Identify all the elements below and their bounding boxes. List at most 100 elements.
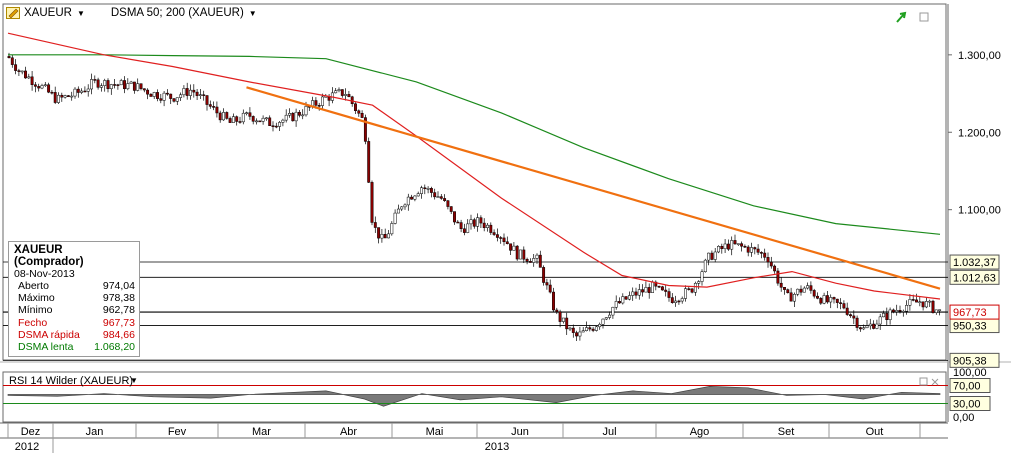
candle-body (670, 297, 674, 303)
level-label-box (949, 254, 1000, 270)
candle-body (657, 285, 661, 288)
candle-body (575, 332, 579, 337)
candle-body (868, 323, 872, 327)
candle-body (96, 79, 100, 88)
ohlc-row: Fecho 967,73 (14, 317, 135, 329)
current-price-box (949, 304, 1000, 320)
ohlc-row-label: DSMA lenta (18, 340, 74, 353)
candle-body (225, 112, 229, 119)
candle-body (499, 237, 503, 239)
candle-body (73, 88, 77, 97)
ohlc-row-value: 974,04 (102, 280, 135, 293)
candle-body (139, 83, 143, 89)
candle-body (525, 258, 529, 262)
candle-body (895, 309, 899, 313)
candle-body (113, 84, 117, 86)
candle-body (76, 88, 80, 93)
candle-body (594, 326, 598, 331)
candle-body (769, 261, 773, 267)
candle-body (443, 198, 447, 201)
candle-body (779, 282, 783, 288)
rsi-tick-label: 70,00 (953, 381, 981, 393)
candle-body (931, 300, 935, 313)
candle-body (561, 317, 565, 322)
candle-body (172, 98, 176, 102)
candle-body (839, 302, 843, 304)
candle-body (885, 313, 889, 320)
chevron-down-icon[interactable]: ▼ (248, 8, 257, 18)
candle-body (373, 222, 377, 228)
candle-body (466, 223, 470, 233)
candle-body (47, 84, 51, 93)
candle-body (357, 110, 361, 114)
candle-body (136, 83, 140, 91)
ohlc-row-value: 978,38 (102, 292, 135, 305)
pencil-icon[interactable] (6, 7, 20, 19)
ohlc-row-label: Aberto (18, 280, 49, 293)
candle-body (439, 196, 443, 199)
rsi-tick-label: 100,00 (953, 367, 987, 379)
candle-body (578, 331, 582, 337)
candle-body (202, 94, 206, 96)
candle-body (215, 106, 219, 114)
candle-body (934, 309, 938, 313)
candle-body (819, 298, 823, 304)
candle-body (825, 295, 829, 303)
chevron-down-icon[interactable]: ▼ (76, 8, 85, 18)
price-tick-label: 1.300,00 (958, 50, 1001, 62)
symbol-label[interactable]: XAUEUR (24, 7, 72, 19)
candle-body (429, 188, 433, 193)
indicator-label[interactable]: DSMA 50; 200 (XAUEUR) (110, 7, 244, 19)
candle-body (528, 261, 532, 263)
month-label: Jan (86, 426, 104, 438)
candle-body (875, 323, 879, 329)
chart-header: XAUEUR ▼ DSMA 50; 200 (XAUEUR) ▼ (6, 7, 257, 19)
candle-body (159, 98, 163, 101)
candle-body (703, 259, 707, 272)
candle-body (740, 243, 744, 247)
candle-body (420, 187, 423, 194)
ohlc-date: 08-Nov-2013 (14, 268, 75, 281)
candle-body (598, 324, 602, 328)
candle-body (387, 233, 390, 239)
candle-body (637, 289, 641, 296)
ohlc-row-label: DSMA rápida (18, 328, 80, 341)
candle-body (383, 234, 387, 239)
candle-body (855, 317, 859, 328)
candle-body (90, 79, 93, 90)
candle-body (278, 122, 282, 127)
candle-body (459, 222, 463, 229)
candle-body (756, 248, 760, 253)
candle-body (624, 296, 628, 300)
ohlc-row-label: Mínimo (18, 304, 53, 317)
level-label: 1.012,63 (953, 272, 996, 284)
candle-body (627, 295, 631, 300)
candle-body (733, 240, 737, 245)
candle-body (581, 330, 585, 333)
candle-body (189, 89, 192, 96)
candle-body (792, 293, 796, 302)
candle-body (809, 285, 813, 291)
maximize-icon[interactable] (919, 12, 929, 22)
candle-body (66, 95, 70, 97)
candle-body (116, 84, 120, 86)
candle-body (410, 196, 414, 200)
level-label: 905,38 (953, 355, 987, 367)
candle-body (618, 301, 621, 304)
candle-body (314, 100, 318, 106)
candle-body (898, 309, 902, 312)
month-label: Jun (511, 426, 529, 438)
candle-body (426, 188, 430, 190)
price-tick-label: 1.200,00 (958, 127, 1001, 139)
candle-body (693, 283, 697, 293)
candle-body (707, 252, 711, 261)
candle-body (849, 314, 852, 317)
candle-body (905, 305, 909, 312)
candle-body (786, 289, 790, 294)
candle-body (505, 241, 509, 245)
candle-body (284, 114, 288, 121)
candle-body (522, 249, 526, 260)
candle-body (858, 327, 862, 330)
